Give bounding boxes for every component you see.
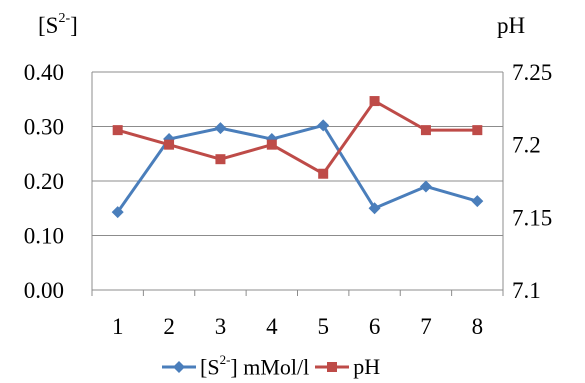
- data-point-sulfide: [317, 119, 330, 132]
- x-tick-label: 5: [317, 314, 329, 339]
- y-left-tick-label: 0.20: [24, 169, 64, 194]
- y-right-tick-label: 7.2: [512, 133, 541, 158]
- y-left-axis-title: [S2-]: [38, 11, 78, 38]
- data-point-sulfide: [368, 202, 381, 215]
- x-tick-label: 8: [472, 314, 484, 339]
- legend-label-ph: pH: [353, 354, 381, 379]
- series-line-ph: [117, 99, 478, 176]
- data-point-ph: [472, 125, 483, 136]
- y-left-tick-label: 0.00: [24, 278, 64, 303]
- x-tick-label: 3: [215, 314, 227, 339]
- data-point-ph: [266, 139, 277, 150]
- y-left-tick-label: 0.30: [24, 115, 64, 140]
- data-point-ph: [215, 154, 226, 165]
- series-line-sulfide: [116, 123, 478, 213]
- legend-item-ph: pH: [315, 354, 380, 380]
- data-point-ph: [420, 125, 431, 136]
- y-left-tick-label: 0.40: [24, 60, 64, 85]
- data-point-sulfide: [214, 122, 227, 135]
- x-tick-label: 2: [163, 314, 175, 339]
- x-tick-label: 6: [369, 314, 381, 339]
- legend-item-sulfide: [S2-] mMol/l: [162, 351, 310, 380]
- x-tick-label: 7: [420, 314, 432, 339]
- y-right-axis-title: pH: [497, 13, 526, 38]
- data-point-ph: [112, 125, 123, 136]
- data-point-sulfide: [419, 180, 432, 193]
- data-point-ph: [318, 168, 329, 179]
- data-point-ph: [369, 96, 380, 107]
- data-point-ph: [164, 139, 175, 150]
- legend-label-sulfide: [S2-] mMol/l: [200, 351, 310, 380]
- legend: [S2-] mMol/l pH: [162, 351, 380, 380]
- legend-diamond-marker-icon: [162, 361, 196, 373]
- x-tick-label: 4: [266, 314, 278, 339]
- y-right-tick-label: 7.15: [512, 205, 552, 230]
- data-point-sulfide: [111, 206, 124, 219]
- x-tick-label: 1: [112, 314, 124, 339]
- y-right-tick-label: 7.1: [512, 278, 541, 303]
- legend-square-marker-icon: [315, 362, 350, 372]
- y-left-tick-label: 0.10: [24, 224, 64, 249]
- y-right-tick-label: 7.25: [512, 60, 552, 85]
- data-point-sulfide: [471, 195, 484, 208]
